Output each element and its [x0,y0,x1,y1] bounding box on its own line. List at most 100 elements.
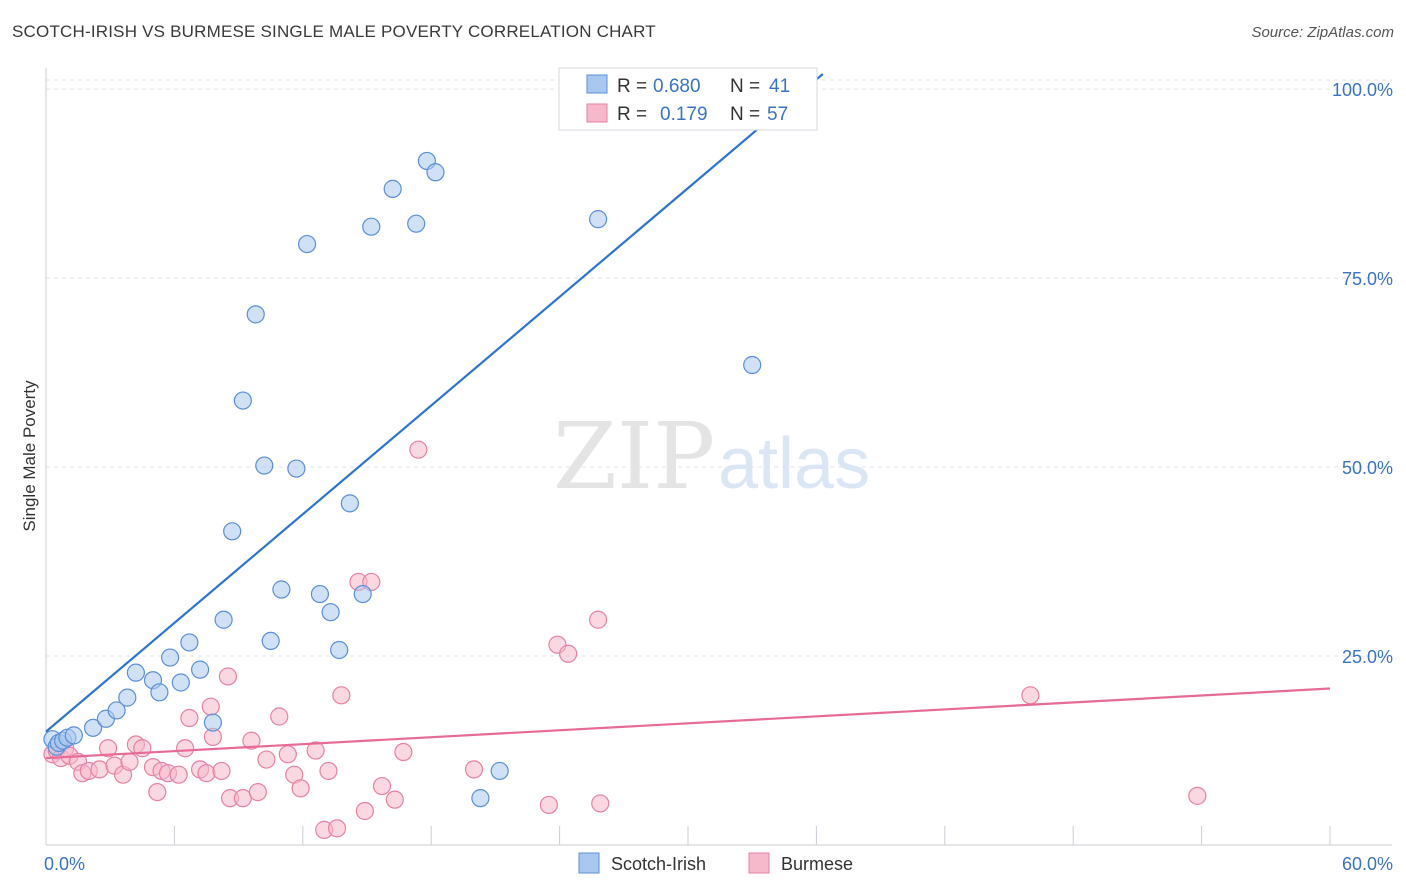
scotch-irish-point-17 [203,713,223,732]
burmese-point-20 [176,739,195,758]
burmese-point-21 [180,708,199,728]
scotch-irish-point-15 [180,633,199,652]
legend-n-value-scotch-irish: 41 [769,76,790,97]
burmese-point-8 [90,760,109,779]
burmese-point-24 [201,697,220,716]
y-tick-label-1: 50.0% [1342,458,1393,478]
burmese-point-47 [394,742,413,762]
legend-r-label-burmese: R = [617,104,647,125]
y-tick-label-2: 75.0% [1342,269,1393,289]
legend-n-label-scotch-irish: N = [730,76,760,97]
bottom-legend-swatch-burmese [748,852,770,874]
scotch-irish-point-24 [272,580,291,599]
burmese-point-54 [591,794,610,813]
y-tick-label-0: 25.0% [1342,647,1393,667]
x-tick-max: 60.0% [1342,854,1393,874]
burmese-point-46 [385,790,404,809]
scotch-irish-point-22 [255,456,274,475]
trend-line-scotch-irish [45,73,824,733]
axes [45,68,1392,846]
y-tick-labels: 25.0% 50.0% 75.0% 100.0% [1332,80,1393,667]
bottom-legend-swatch-scotch-irish [578,852,600,874]
burmese-point-16 [148,782,167,802]
y-tick-label-3: 100.0% [1332,80,1393,100]
burmese-point-39 [319,761,338,781]
legend-swatch-burmese [586,103,608,123]
stats-legend: R = 0.680 N = 41 R = 0.179 N = 57 [558,67,818,131]
scotch-irish-point-32 [362,217,381,236]
burmese-point-33 [270,707,289,726]
scotch-irish-point-38 [490,761,509,781]
scotch-irish-point-40 [743,355,762,375]
bottom-legend-label-burmese: Burmese [781,854,853,874]
scotch-irish-point-29 [330,640,349,660]
scotch-irish-point-10 [126,663,145,682]
trend-lines [45,73,1331,760]
scotch-irish-point-28 [321,603,340,622]
scotch-irish-point-19 [223,522,242,541]
legend-r-label-scotch-irish: R = [617,76,647,97]
scotch-irish-point-21 [246,305,265,324]
scotch-irish-point-5 [64,726,83,745]
scotch-irish-point-31 [353,584,372,604]
scotch-irish-point-14 [171,673,190,692]
scotch-irish-point-6 [83,718,103,737]
scotch-irish-point-27 [310,584,330,604]
scotch-irish-point-8 [107,701,126,720]
burmese-point-9 [98,739,118,758]
burmese-point-55 [1021,686,1040,705]
burmese-point-26 [212,761,231,781]
scotch-irish-point-33 [383,179,402,198]
source-credit: Source: ZipAtlas.com [1251,24,1394,41]
scotch-irish-point-26 [297,234,317,254]
scotch-irish-point-18 [214,610,233,629]
watermark-atlas: atlas [718,424,870,504]
burmese-point-48 [409,440,428,459]
scotch-irish-point-37 [471,789,490,808]
burmese-point-53 [589,610,608,629]
burmese-point-50 [539,795,559,815]
burmese-point-31 [248,782,267,802]
chart-title: SCOTCH-IRISH VS BURMESE SINGLE MALE POVE… [12,22,656,41]
burmese-point-34 [278,745,297,764]
scotch-irish-point-36 [426,163,445,182]
burmese-point-12 [120,752,139,771]
burmese-point-32 [257,750,276,769]
burmese-point-19 [169,765,188,784]
scotch-irish-point-23 [261,631,280,651]
burmese-point-49 [464,760,484,779]
x-tick-min: 0.0% [44,854,85,874]
scotch-irish-point-9 [118,688,137,707]
burmese-point-23 [197,764,216,783]
bottom-legend-label-scotch-irish: Scotch-Irish [611,854,706,874]
burmese-point-41 [332,686,351,705]
x-tick-labels: 0.0% 60.0% [44,854,1393,874]
burmese-point-27 [218,667,237,686]
legend-r-value-scotch-irish: 0.680 [653,76,701,97]
burmese-point-56 [1188,786,1207,805]
scotch-irish-point-12 [150,683,169,702]
burmese-point-43 [355,801,374,821]
legend-swatch-scotch-irish [586,74,608,94]
scotch-irish-point-16 [190,660,210,679]
burmese-point-37 [306,741,325,760]
scotch-irish-point-39 [589,210,608,229]
legend-r-value-burmese: 0.179 [660,104,708,125]
grid-lines [46,79,1392,657]
burmese-point-45 [372,776,392,796]
scotch-irish-point-25 [287,459,306,478]
scotch-irish-point-13 [161,648,180,667]
scotch-irish-point-30 [340,494,359,513]
watermark: ZIP atlas [553,403,870,510]
burmese-point-40 [327,819,347,838]
series-scotch-irish-points [43,151,762,808]
bottom-legend: Scotch-Irish Burmese [578,852,853,874]
scotch-irish-point-20 [233,391,252,410]
burmese-point-52 [559,644,578,663]
burmese-point-30 [242,731,261,750]
burmese-point-36 [291,779,310,798]
trend-line-burmese [45,687,1331,760]
scotch-irish-point-34 [407,214,426,233]
legend-n-label-burmese: N = [730,104,760,125]
